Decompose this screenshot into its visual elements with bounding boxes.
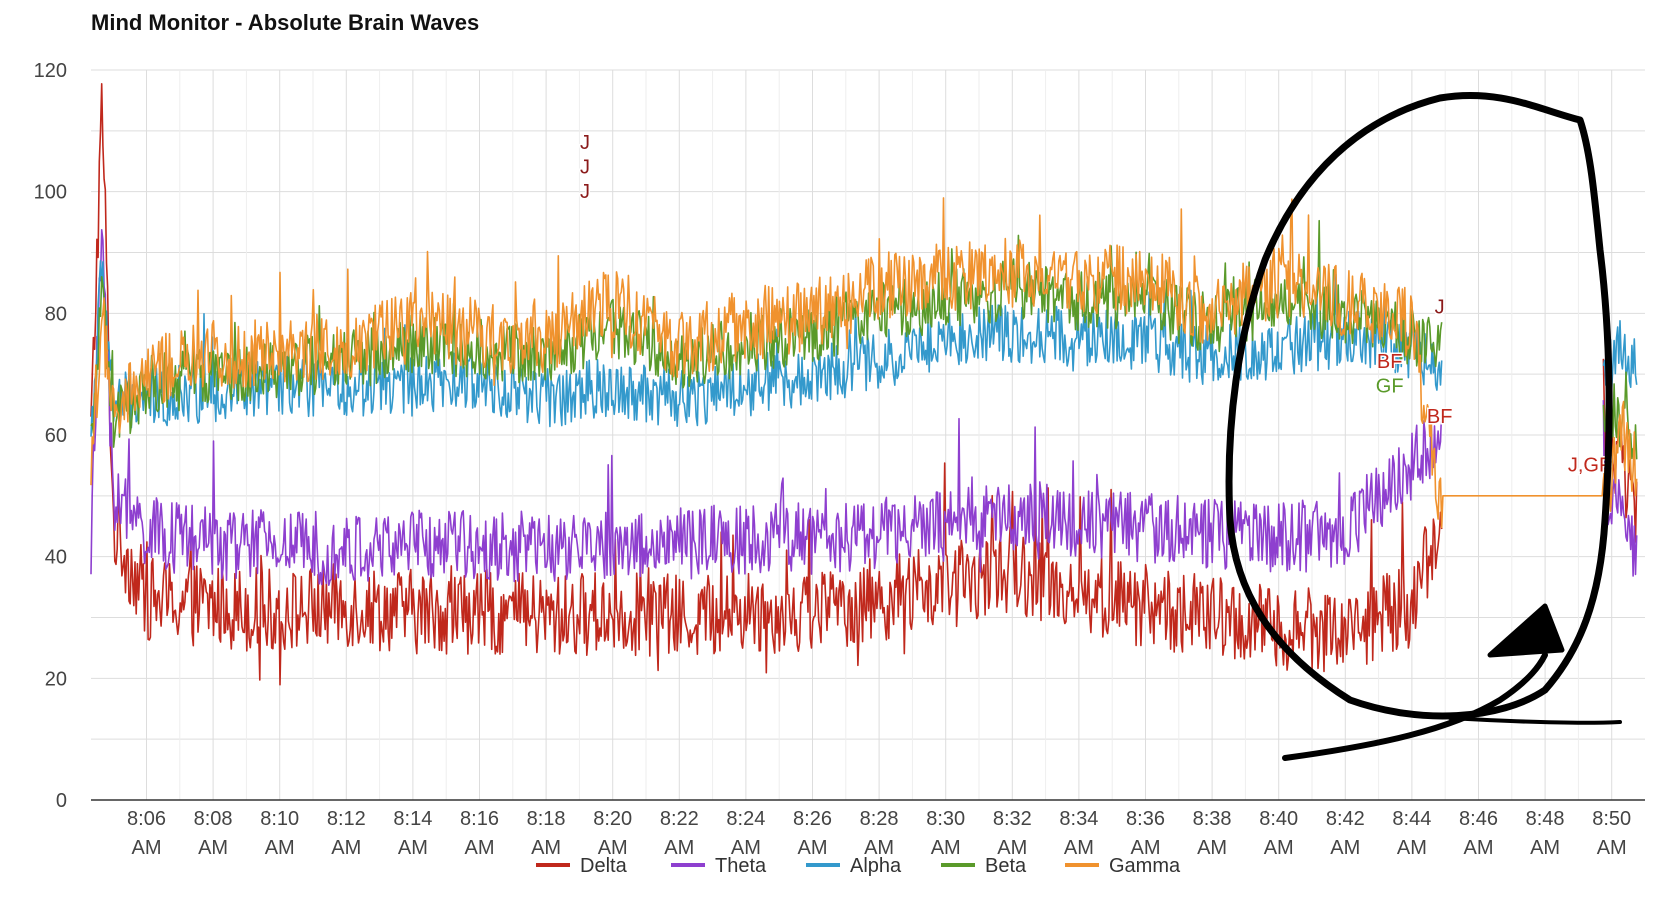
x-tick-label-ampm: AM xyxy=(198,837,228,859)
annotation-label: J xyxy=(1435,296,1445,318)
x-tick-label-ampm: AM xyxy=(265,837,295,859)
x-tick-label-time: 8:46 xyxy=(1459,808,1498,830)
x-tick-label-time: 8:38 xyxy=(1193,808,1232,830)
x-tick-label-ampm: AM xyxy=(1064,837,1094,859)
x-tick-label-time: 8:08 xyxy=(194,808,233,830)
x-tick-label-ampm: AM xyxy=(798,837,828,859)
series-lines xyxy=(90,83,1638,686)
x-tick-label-ampm: AM xyxy=(1530,837,1560,859)
marker-circle xyxy=(1225,91,1613,720)
x-tick-label-ampm: AM xyxy=(664,837,694,859)
x-tick-label-time: 8:32 xyxy=(993,808,1032,830)
series-line-delta xyxy=(90,83,1638,686)
hand-drawn-marker xyxy=(1225,91,1622,761)
x-tick-label-time: 8:22 xyxy=(660,808,699,830)
series-line-theta xyxy=(90,229,1638,586)
x-tick-label-ampm: AM xyxy=(598,837,628,859)
y-tick-label: 120 xyxy=(34,60,67,82)
x-tick-label-time: 8:34 xyxy=(1059,808,1098,830)
y-tick-label: 0 xyxy=(56,790,67,812)
x-tick-label-ampm: AM xyxy=(465,837,495,859)
marker-arrowhead xyxy=(1487,603,1565,658)
y-axis-ticks: 0 20 40 60 80 100 120 xyxy=(34,60,67,812)
annotation-label: J xyxy=(580,132,590,154)
x-tick-label-time: 8:40 xyxy=(1259,808,1298,830)
x-tick-label-time: 8:30 xyxy=(926,808,965,830)
x-tick-label-time: 8:50 xyxy=(1592,808,1631,830)
legend: Delta Theta Alpha Beta Gamma xyxy=(536,855,1181,877)
x-tick-label-ampm: AM xyxy=(1597,837,1627,859)
x-tick-label-time: 8:28 xyxy=(860,808,899,830)
x-tick-label-ampm: AM xyxy=(1464,837,1494,859)
series-line-gamma xyxy=(90,197,1638,529)
x-tick-label-time: 8:44 xyxy=(1392,808,1431,830)
x-tick-label-time: 8:20 xyxy=(593,808,632,830)
legend-label-delta: Delta xyxy=(580,855,628,877)
annotation-label: BF xyxy=(1377,351,1403,373)
x-tick-label-time: 8:48 xyxy=(1526,808,1565,830)
legend-label-beta: Beta xyxy=(985,855,1027,877)
x-tick-label-time: 8:16 xyxy=(460,808,499,830)
legend-label-alpha: Alpha xyxy=(850,855,902,877)
x-tick-label-ampm: AM xyxy=(531,837,561,859)
x-tick-label-ampm: AM xyxy=(731,837,761,859)
chart-title: Mind Monitor - Absolute Brain Waves xyxy=(91,10,479,35)
x-tick-label-ampm: AM xyxy=(931,837,961,859)
x-tick-label-time: 8:36 xyxy=(1126,808,1165,830)
annotation-label: J xyxy=(580,181,590,203)
x-tick-label-time: 8:10 xyxy=(260,808,299,830)
x-tick-label-ampm: AM xyxy=(997,837,1027,859)
x-tick-label-time: 8:18 xyxy=(527,808,566,830)
legend-label-theta: Theta xyxy=(715,855,767,877)
grid xyxy=(91,69,1645,801)
x-tick-label-time: 8:06 xyxy=(127,808,166,830)
x-tick-label-ampm: AM xyxy=(331,837,361,859)
annotation-label: J xyxy=(580,156,590,178)
y-tick-label: 60 xyxy=(45,425,67,447)
x-tick-label-ampm: AM xyxy=(398,837,428,859)
annotation-label: GF xyxy=(1376,375,1404,397)
x-tick-label-time: 8:12 xyxy=(327,808,366,830)
y-tick-label: 20 xyxy=(45,668,67,690)
marker-underline xyxy=(1448,716,1622,725)
x-tick-label-time: 8:26 xyxy=(793,808,832,830)
marker-arrow-shaft xyxy=(1282,652,1548,761)
y-tick-label: 40 xyxy=(45,547,67,569)
x-tick-label-ampm: AM xyxy=(1131,837,1161,859)
x-axis-ticks: 8:06 AM 8:08 AM 8:10 AM 8:12 AM 8:14 AM 8:16 AM 8:18… xyxy=(127,808,1631,859)
x-tick-label-ampm: AM xyxy=(1197,837,1227,859)
annotation-label: BF xyxy=(1427,406,1453,428)
x-tick-label-ampm: AM xyxy=(132,837,162,859)
x-tick-label-time: 8:42 xyxy=(1326,808,1365,830)
y-tick-label: 100 xyxy=(34,182,67,204)
y-tick-label: 80 xyxy=(45,303,67,325)
legend-label-gamma: Gamma xyxy=(1109,855,1181,877)
x-tick-label-time: 8:24 xyxy=(726,808,765,830)
x-tick-label-time: 8:14 xyxy=(393,808,432,830)
x-tick-label-ampm: AM xyxy=(864,837,894,859)
x-tick-label-ampm: AM xyxy=(1397,837,1427,859)
x-tick-label-ampm: AM xyxy=(1264,837,1294,859)
x-tick-label-ampm: AM xyxy=(1330,837,1360,859)
